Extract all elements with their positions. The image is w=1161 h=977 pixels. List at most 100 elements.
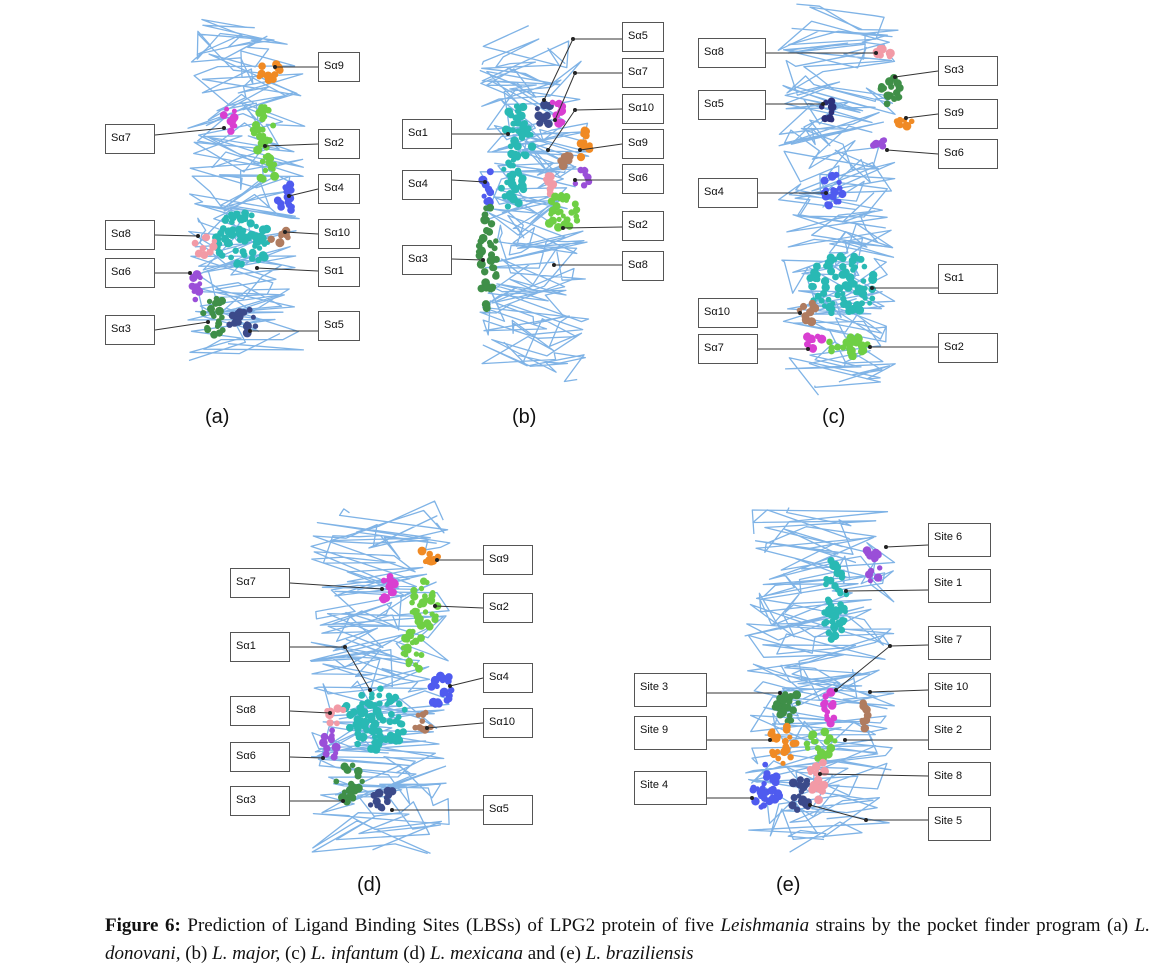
leader-line-c-10-dot (868, 345, 872, 349)
site-label-e-10: Site 5 (928, 807, 991, 841)
leader-line-e-3 (889, 644, 929, 647)
leader-line-d-5 (344, 646, 371, 691)
site-label-b-7: Sα6 (622, 164, 664, 194)
leader-line-b-4-dot (553, 118, 557, 122)
site-label-e-8: Site 8 (928, 762, 991, 796)
site-label-d-9: Sα3 (230, 786, 290, 816)
binding-site-blob-a-1 (256, 60, 284, 84)
caption-text-5: (d) (398, 943, 431, 964)
leader-line-c-4 (905, 113, 939, 119)
leader-line-c-4-dot (904, 116, 908, 120)
leader-line-c-2 (894, 70, 939, 78)
binding-site-blob-e-2 (821, 557, 850, 643)
site-label-e-7: Site 2 (928, 716, 991, 750)
binding-site-blob-b-7 (557, 151, 574, 171)
leader-line-a-4-dot (287, 194, 291, 198)
figure-caption: Figure 6: Prediction of Ligand Binding S… (105, 912, 1150, 968)
site-label-a-3: Sα2 (318, 129, 360, 159)
site-label-a-5: Sα8 (105, 220, 155, 250)
site-label-a-7: Sα6 (105, 258, 155, 288)
leader-line-b-11 (562, 226, 623, 229)
site-label-b-6: Sα4 (402, 170, 452, 200)
site-label-a-1: Sα9 (318, 52, 360, 82)
leader-line-b-5 (574, 108, 623, 111)
leader-line-e-7-dot (768, 738, 772, 742)
leader-line-d-3-dot (433, 604, 437, 608)
leader-line-b-8-dot (578, 148, 582, 152)
site-label-c-8: Sα10 (698, 298, 758, 328)
leader-line-a-3 (264, 143, 319, 147)
binding-site-blob-d-5 (427, 671, 455, 708)
panel-label-d: (d) (357, 874, 382, 896)
site-label-c-5: Sα6 (938, 139, 998, 169)
leader-line-c-2-dot (893, 75, 897, 79)
leader-line-a-5-dot (196, 234, 200, 238)
binding-site-blob-d-7 (412, 709, 434, 734)
leader-line-d-10-dot (341, 799, 345, 803)
site-label-b-10: Sα8 (622, 251, 664, 281)
leader-line-e-12 (809, 804, 867, 821)
leader-line-c-5-dot (885, 148, 889, 152)
leader-line-d-2-dot (380, 587, 384, 591)
leader-line-d-9 (289, 756, 324, 759)
leader-line-e-9-dot (818, 772, 822, 776)
binding-site-blob-d-10 (333, 762, 365, 806)
site-label-c-6: Sα4 (698, 178, 758, 208)
site-label-e-4: Site 3 (634, 673, 707, 707)
leader-line-c-1-dot (874, 51, 878, 55)
site-label-d-1: Sα9 (483, 545, 533, 575)
leader-line-a-1-dot (273, 65, 277, 69)
binding-site-blob-b-9 (542, 172, 558, 198)
site-label-d-6: Sα8 (230, 696, 290, 726)
site-label-b-5: Sα9 (622, 129, 664, 159)
binding-site-blob-b-10 (544, 192, 581, 232)
leader-line-a-8 (256, 267, 319, 272)
leader-line-b-11-dot (561, 226, 565, 230)
binding-site-blob-d-2 (378, 573, 399, 604)
caption-species-3: L. infantum (310, 943, 399, 964)
leader-line-b-6-dot (546, 148, 550, 152)
site-label-a-9: Sα3 (105, 315, 155, 345)
binding-site-blob-c-3 (819, 97, 837, 123)
binding-site-blob-e-9 (749, 761, 783, 810)
leader-line-b-9-dot (483, 180, 487, 184)
site-label-a-6: Sα10 (318, 219, 360, 249)
leader-line-a-2 (154, 127, 225, 136)
binding-site-blob-e-3 (820, 687, 838, 728)
leader-line-a-2-dot (222, 126, 226, 130)
panel-label-b: (b) (512, 406, 537, 428)
site-label-b-3: Sα10 (622, 94, 664, 124)
binding-site-blob-a-2 (219, 106, 239, 135)
leader-line-a-9 (154, 321, 209, 331)
binding-site-blob-e-7 (803, 727, 838, 763)
site-label-b-1: Sα5 (622, 22, 664, 52)
leader-line-c-7-dot (870, 286, 874, 290)
site-label-e-9: Site 4 (634, 771, 707, 805)
site-label-c-3: Sα5 (698, 90, 766, 120)
binding-site-blob-d-11 (367, 786, 397, 812)
leader-line-c-6-dot (824, 191, 828, 195)
site-label-d-2: Sα7 (230, 568, 290, 598)
leader-line-b-12 (451, 258, 484, 261)
caption-species-5: L. braziliensis (585, 943, 694, 964)
protein-backbone-a (187, 18, 306, 362)
leader-line-c-9-dot (806, 347, 810, 351)
leader-line-c-5 (886, 149, 939, 155)
figure-6-panels (154, 3, 939, 855)
site-label-c-10: Sα2 (938, 333, 998, 363)
panel-label-a: (a) (205, 406, 230, 428)
leader-line-a-6 (284, 231, 319, 235)
binding-site-blob-e-1 (862, 546, 883, 584)
caption-figure-number: Figure 6: (105, 915, 181, 936)
leader-line-a-4 (288, 188, 319, 197)
binding-site-blob-a-7 (267, 226, 291, 248)
leader-line-b-9 (451, 179, 486, 183)
leader-line-d-5-dot (368, 688, 372, 692)
leader-line-d-6-dot (448, 684, 452, 688)
site-label-e-3: Site 7 (928, 626, 991, 660)
leader-line-e-2 (845, 589, 929, 592)
binding-site-blob-b-8 (572, 166, 593, 189)
leader-line-b-8 (579, 143, 623, 151)
site-label-b-8: Sα2 (622, 211, 664, 241)
leader-line-e-12-dot (808, 803, 812, 807)
